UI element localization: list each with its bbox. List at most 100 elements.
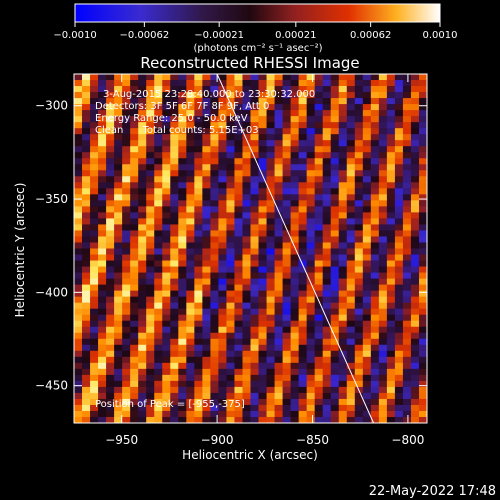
heatmap-cell (242, 380, 252, 388)
heatmap-cell (74, 278, 83, 286)
heatmap-cell (98, 92, 107, 99)
heatmap-cell (114, 200, 123, 207)
heatmap-cell (90, 236, 99, 244)
heatmap-cell (314, 242, 324, 250)
heatmap-cell (82, 254, 91, 262)
heatmap-cell (226, 236, 236, 244)
heatmap-cell (138, 404, 147, 412)
heatmap-cell (258, 332, 268, 340)
heatmap-cell (250, 242, 260, 250)
heatmap-cell (378, 92, 388, 99)
heatmap-cell (130, 254, 139, 262)
heatmap-cell (162, 188, 171, 195)
heatmap-cell (162, 326, 171, 334)
heatmap-cell (178, 242, 187, 250)
heatmap-cell (258, 224, 268, 232)
heatmap-cell (306, 266, 316, 274)
heatmap-cell (178, 80, 187, 87)
heatmap-cell (402, 392, 412, 400)
heatmap-cell (202, 368, 211, 376)
heatmap-cell (330, 416, 340, 423)
heatmap-cell (170, 362, 179, 370)
heatmap-cell (74, 116, 83, 123)
heatmap-cell (386, 152, 396, 159)
heatmap-cell (362, 266, 372, 274)
heatmap-cell (370, 236, 380, 244)
heatmap-cell (138, 134, 147, 141)
heatmap-cell (338, 344, 348, 352)
heatmap-cell (370, 332, 380, 340)
heatmap-cell (90, 302, 99, 310)
heatmap-cell (154, 194, 163, 201)
heatmap-cell (226, 386, 236, 394)
heatmap-cell (234, 296, 244, 304)
heatmap-cell (394, 206, 404, 213)
heatmap-cell (370, 356, 380, 364)
heatmap-cell (306, 404, 316, 412)
heatmap-cell (370, 80, 380, 87)
heatmap-cell (346, 308, 356, 316)
heatmap-cell (114, 80, 123, 87)
heatmap-cell (354, 194, 364, 201)
heatmap-cell (210, 122, 220, 129)
heatmap-cell (306, 296, 316, 304)
heatmap-cell (218, 188, 228, 195)
heatmap-cell (282, 122, 292, 129)
heatmap-cell (106, 290, 115, 298)
heatmap-cell (130, 74, 139, 81)
heatmap-cell (114, 164, 123, 171)
heatmap-cell (242, 104, 252, 111)
heatmap-cell (266, 134, 276, 141)
heatmap-cell (354, 266, 364, 274)
heatmap-cell (162, 182, 171, 189)
heatmap-cell (186, 398, 195, 406)
heatmap-cell (298, 134, 308, 141)
heatmap-cell (74, 326, 83, 334)
heatmap-cell (218, 206, 228, 213)
heatmap-cell (202, 284, 211, 292)
heatmap-cell (314, 110, 324, 117)
heatmap-cell (346, 128, 356, 135)
heatmap-cell (346, 122, 356, 129)
heatmap-cell (154, 158, 163, 165)
heatmap-cell (386, 320, 396, 328)
heatmap-cell (258, 260, 268, 268)
heatmap-cell (282, 218, 292, 226)
heatmap-cell (258, 278, 268, 286)
heatmap-cell (282, 200, 292, 207)
heatmap-cell (130, 308, 139, 316)
heatmap-cell (146, 236, 155, 244)
heatmap-cell (226, 242, 236, 250)
heatmap-cell (130, 110, 139, 117)
heatmap-cell (410, 248, 420, 256)
heatmap-cell (418, 98, 427, 105)
heatmap-cell (258, 398, 268, 406)
heatmap-cell (346, 92, 356, 99)
heatmap-cell (354, 158, 364, 165)
heatmap-cell (170, 182, 179, 189)
heatmap-cell (314, 416, 324, 423)
heatmap-cell (194, 368, 203, 376)
heatmap-cell (202, 212, 211, 220)
heatmap-cell (298, 170, 308, 177)
heatmap-cell (138, 80, 147, 87)
heatmap-cell (146, 266, 155, 274)
heatmap-cell (290, 344, 300, 352)
heatmap-cell (354, 140, 364, 147)
heatmap-cell (314, 296, 324, 304)
heatmap-cell (154, 266, 163, 274)
heatmap-cell (98, 410, 107, 418)
heatmap-cell (114, 98, 123, 105)
heatmap-cell (402, 332, 412, 340)
heatmap-cell (378, 416, 388, 423)
heatmap-cell (170, 152, 179, 159)
heatmap-cell (114, 182, 123, 189)
heatmap-cell (130, 242, 139, 250)
heatmap-cell (90, 266, 99, 274)
heatmap-cell (90, 188, 99, 195)
heatmap-cell (378, 152, 388, 159)
heatmap-cell (394, 338, 404, 346)
heatmap-cell (146, 230, 155, 238)
heatmap-cell (146, 284, 155, 292)
heatmap-cell (90, 338, 99, 346)
